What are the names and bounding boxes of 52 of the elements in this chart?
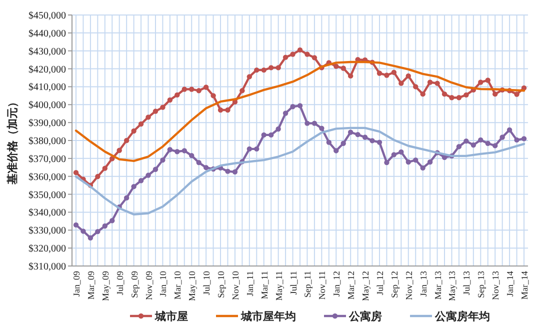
legend-label: 城市屋年均 bbox=[240, 310, 296, 323]
y-tick-label: $380,000 bbox=[28, 136, 66, 147]
x-tick-label: Jan_13 bbox=[418, 270, 428, 296]
x-tick-label: Mar_09 bbox=[86, 270, 96, 300]
x-tick-label: Jul_09 bbox=[114, 270, 125, 296]
y-tick-label: $360,000 bbox=[28, 172, 66, 183]
y-tick-label: $410,000 bbox=[28, 82, 66, 94]
y-tick-label: $450,000 bbox=[28, 10, 66, 22]
y-tick-label: $320,000 bbox=[28, 244, 66, 255]
x-tick-label: Jul_13 bbox=[462, 270, 472, 296]
x-tick-label: Jan_14 bbox=[505, 270, 516, 296]
x-tick-label: Jul_11 bbox=[288, 271, 298, 295]
x-tick-label: May_13 bbox=[447, 270, 458, 301]
x-tick-label: Nov_10 bbox=[230, 270, 240, 300]
x-tick-label: Mar_10 bbox=[172, 270, 183, 300]
x-tick-label: Mar_13 bbox=[432, 270, 443, 300]
legend-label: 公寓房 bbox=[348, 310, 382, 323]
x-tick-label: Sep_12 bbox=[389, 271, 400, 298]
y-tick-label: $390,000 bbox=[28, 118, 66, 130]
x-tick-label: Nov_12 bbox=[404, 271, 414, 300]
x-tick-label: May_10 bbox=[187, 270, 198, 301]
x-tick-label: Jan_11 bbox=[244, 271, 255, 296]
x-tick-label: Jul_12 bbox=[374, 271, 385, 296]
x-tick-label: Nov_13 bbox=[490, 270, 501, 300]
y-tick-label: $350,000 bbox=[28, 190, 66, 201]
x-tick-label: May_09 bbox=[100, 270, 110, 301]
x-tick-label: Jan_09 bbox=[72, 270, 82, 296]
y-tick-label: $310,000 bbox=[28, 262, 66, 272]
y-tick-label: $430,000 bbox=[28, 46, 66, 58]
x-tick-label: Nov_09 bbox=[144, 270, 154, 300]
x-tick-label: Nov_11 bbox=[317, 271, 328, 300]
x-tick-label: Jan_12 bbox=[332, 271, 342, 296]
x-tick-label: Sep_13 bbox=[476, 270, 486, 298]
x-tick-label: Mar_12 bbox=[346, 271, 356, 300]
y-tick-label: $370,000 bbox=[28, 154, 66, 165]
y-tick-label: $420,000 bbox=[28, 64, 66, 76]
x-tick-label: Mar_14 bbox=[520, 270, 530, 300]
y-tick-label: $400,000 bbox=[28, 100, 66, 112]
x-tick-label: Sep_10 bbox=[216, 270, 226, 298]
x-tick-label: May_12 bbox=[360, 271, 371, 301]
y-axis-title: 基准价格（加元） bbox=[6, 96, 19, 186]
y-tick-label: $340,000 bbox=[28, 208, 66, 219]
x-tick-label: Sep_11 bbox=[302, 271, 313, 298]
x-tick-label: Jul_10 bbox=[202, 270, 212, 296]
x-tick-label: May_11 bbox=[274, 271, 284, 301]
x-tick-label: Jan_10 bbox=[158, 270, 168, 296]
x-tick-label: Sep_09 bbox=[129, 270, 140, 298]
legend-label: 公寓房年均 bbox=[434, 310, 490, 323]
legend-label: 城市屋 bbox=[154, 310, 188, 323]
y-tick-label: $330,000 bbox=[28, 226, 66, 237]
y-tick-label: $440,000 bbox=[28, 28, 66, 40]
x-tick-label: Mar_11 bbox=[259, 271, 270, 300]
